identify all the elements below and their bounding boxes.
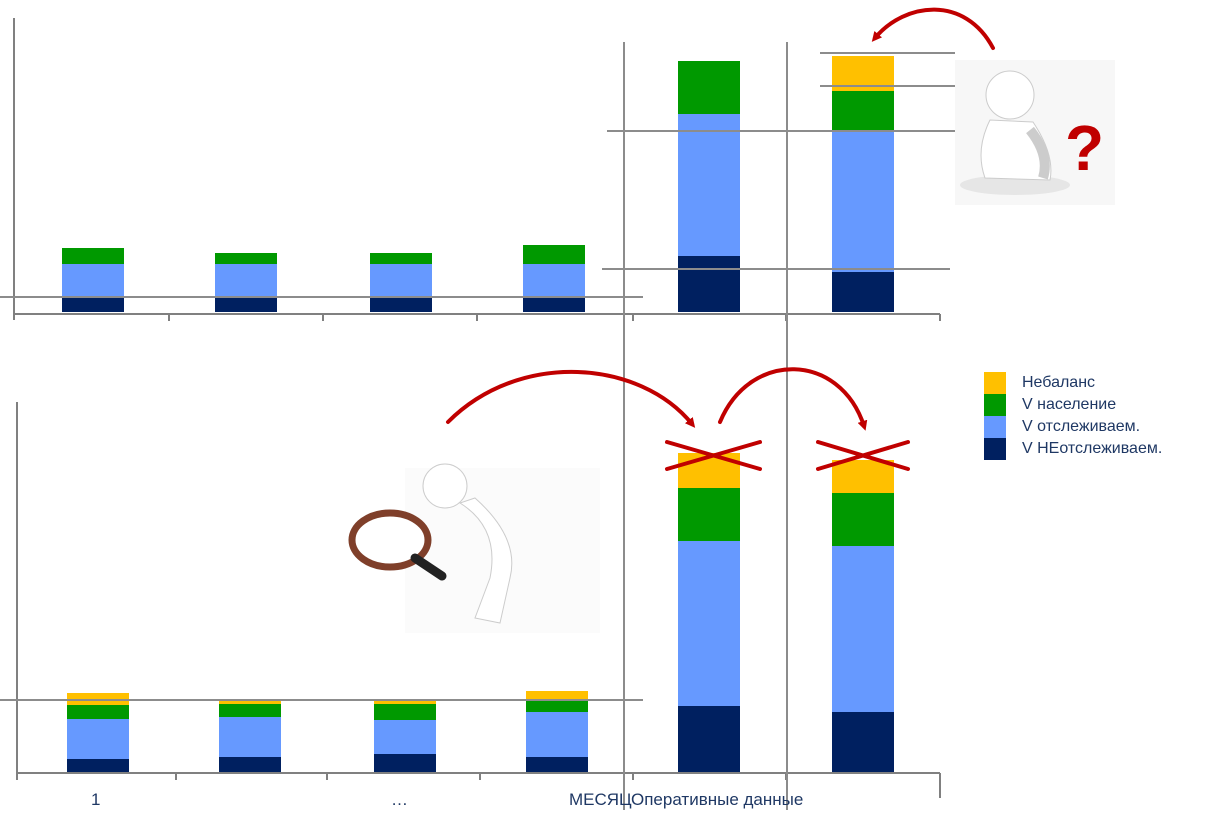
top-bar-2-segment-2: [215, 264, 277, 298]
legend-item-tracked: V отслеживаем.: [984, 416, 1162, 438]
legend-item-population: V население: [984, 394, 1162, 416]
legend-item-imbalance: Небаланс: [984, 372, 1162, 394]
bottom-bar-2-segment-2: [219, 717, 281, 757]
top-bar-1-segment-2: [62, 264, 124, 298]
bottom-bar-4-segment-1: [526, 757, 588, 773]
top-bar-4-segment-3: [523, 245, 585, 264]
bottom-bar-2-segment-1: [219, 757, 281, 773]
top-bar-3-segment-3: [370, 253, 432, 264]
legend-swatch-population: [984, 394, 1006, 416]
top-bar-5-segment-2: [678, 114, 740, 256]
bottom-bar-4-segment-2: [526, 712, 588, 757]
legend-swatch-imbalance: [984, 372, 1006, 394]
bottom-bar-1-segment-1: [67, 759, 129, 773]
x-label-dots: …: [391, 790, 408, 809]
top-bar-1-segment-1: [62, 298, 124, 312]
bottom-bar-6-segment-1: [832, 712, 894, 773]
bottom-bar-5-segment-1: [678, 706, 740, 773]
bottom-bar-3-segment-2: [374, 720, 436, 754]
curved-arrow-right: [718, 367, 868, 431]
bottom-bar-3-segment-3: [374, 704, 436, 720]
top-bar-4-segment-1: [523, 298, 585, 312]
legend: Небаланс V население V отслеживаем. V НЕ…: [984, 372, 1162, 460]
thinking-figure-image: ?: [955, 60, 1115, 205]
legend-label-untracked: V НЕотслеживаем.: [1022, 440, 1163, 457]
legend-swatch-tracked: [984, 416, 1006, 438]
top-bar-3-segment-1: [370, 298, 432, 312]
bottom-bar-1-segment-3: [67, 705, 129, 719]
magnifier-figure-image: [348, 463, 600, 633]
top-bar-1-segment-3: [62, 248, 124, 264]
guide-lines: [0, 42, 955, 810]
bottom-bar-2-segment-4: [219, 701, 281, 704]
bottom-bar-3-segment-1: [374, 754, 436, 773]
svg-text:?: ?: [1065, 112, 1104, 184]
top-bar-6-segment-1: [832, 272, 894, 312]
bottom-bar-6-segment-2: [832, 546, 894, 712]
red-markers: [446, 7, 995, 471]
bottom-bar-6-segment-3: [832, 493, 894, 546]
curved-arrow-left: [446, 370, 696, 428]
top-bar-4-segment-2: [523, 264, 585, 298]
legend-swatch-untracked: [984, 438, 1006, 460]
top-chart-bars: [62, 56, 894, 312]
top-bar-3-segment-2: [370, 264, 432, 298]
top-bar-2-segment-3: [215, 253, 277, 264]
legend-label-tracked: V отслеживаем.: [1022, 418, 1141, 435]
curved-arrow-top: [871, 7, 995, 50]
legend-label-imbalance: Небаланс: [1022, 374, 1096, 391]
bottom-bar-4-segment-3: [526, 701, 588, 712]
bottom-chart-bars: [67, 453, 894, 773]
bottom-bar-4-segment-4: [526, 691, 588, 701]
x-label-first: 1: [91, 790, 101, 809]
bottom-bar-1-segment-2: [67, 719, 129, 759]
bottom-bar-2-segment-3: [219, 704, 281, 717]
top-bar-6-segment-2: [832, 132, 894, 272]
legend-label-population: V население: [1022, 396, 1117, 413]
x-label-month: МЕСЯЦ: [569, 790, 632, 809]
top-bar-6-segment-3: [832, 91, 894, 132]
bottom-bar-5-segment-3: [678, 488, 740, 541]
top-bar-5-segment-3: [678, 61, 740, 114]
bottom-bar-5-segment-2: [678, 541, 740, 706]
bottom-bar-3-segment-4: [374, 701, 436, 704]
x-label-operational: Оперативные данные: [631, 790, 804, 809]
top-bar-5-segment-1: [678, 256, 740, 312]
top-bar-2-segment-1: [215, 298, 277, 312]
legend-item-untracked: V НЕотслеживаем.: [984, 438, 1162, 460]
axes: [13, 18, 941, 798]
bottom-bar-6-segment-4: [832, 460, 894, 493]
